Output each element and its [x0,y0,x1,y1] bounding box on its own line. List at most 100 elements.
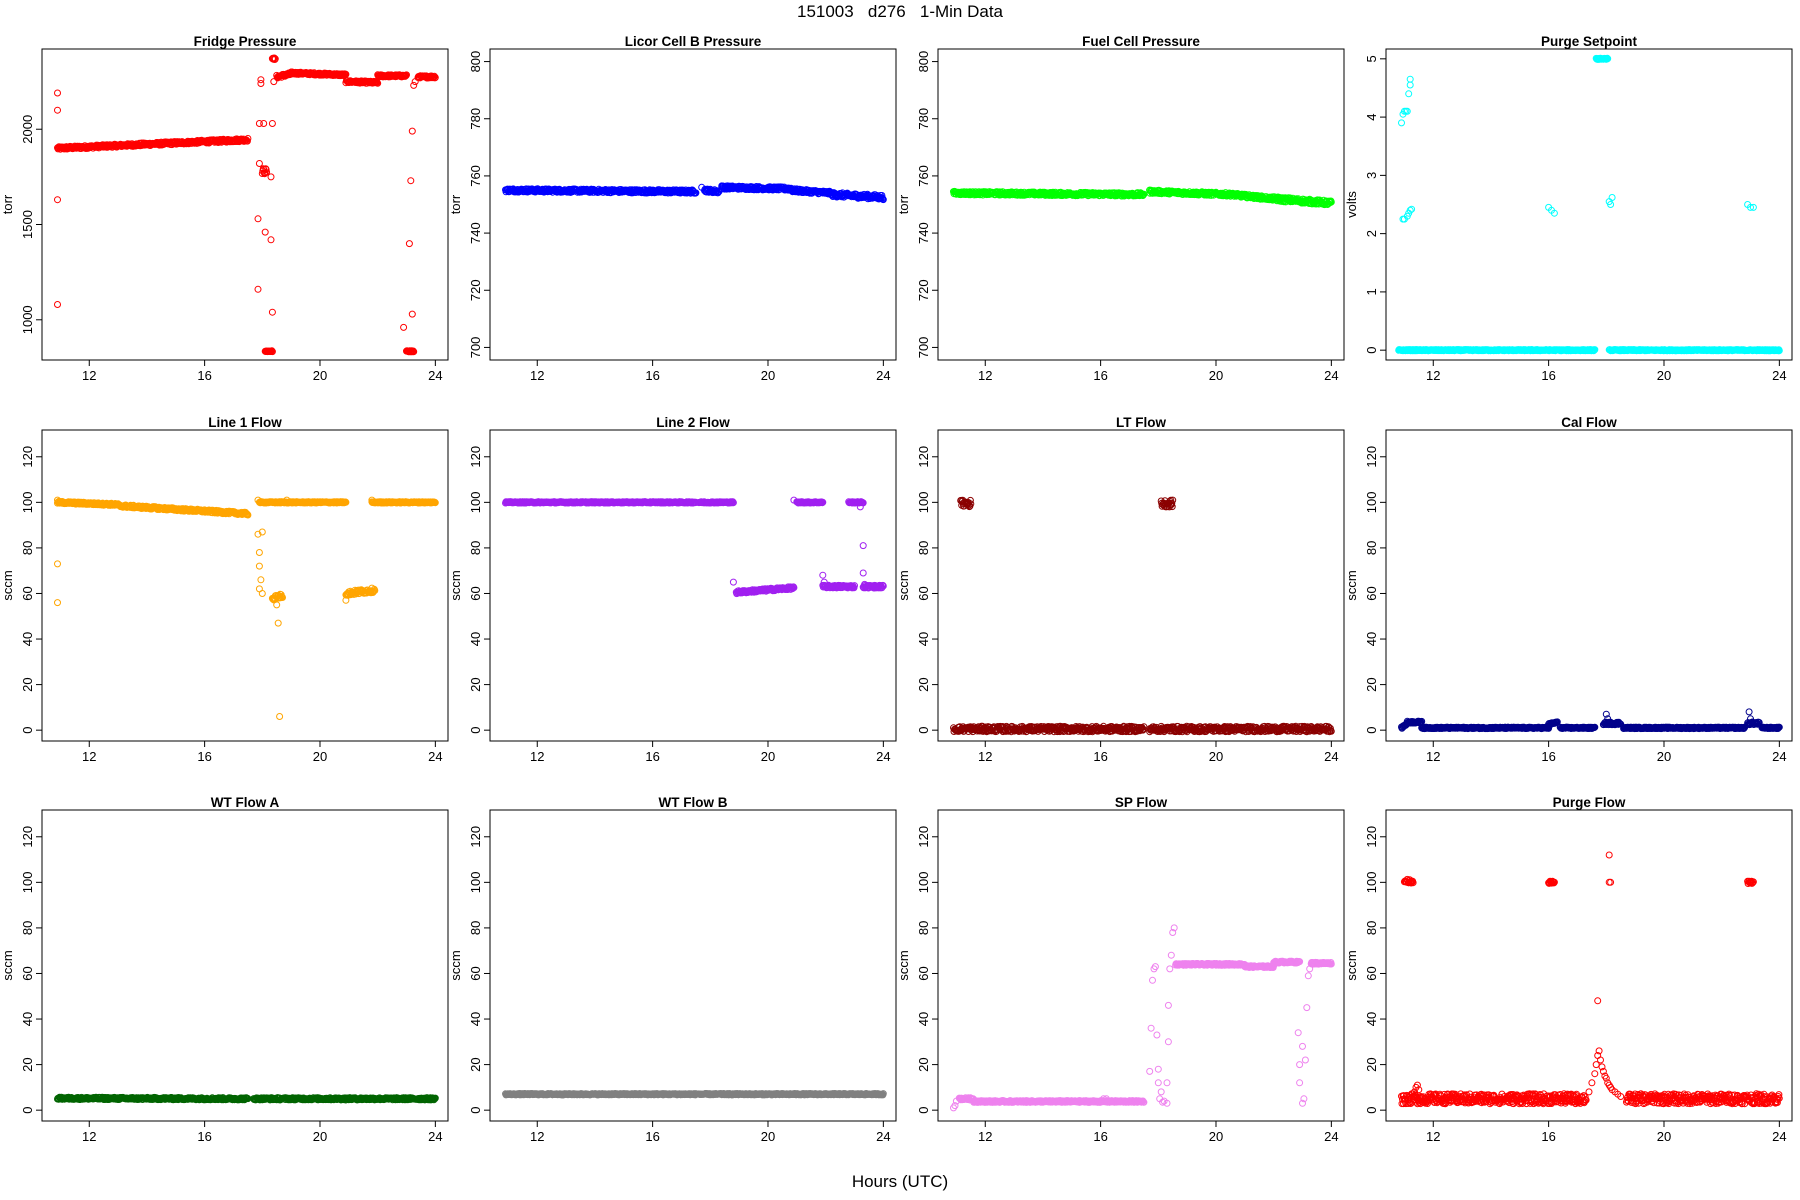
data-point [54,89,61,97]
data-point [374,79,382,87]
y-tick-label: 700 [468,337,483,359]
y-tick-label: 760 [468,165,483,187]
x-tick-label: 16 [1093,368,1107,383]
y-tick-label: 0 [916,727,931,734]
data-point [255,562,263,570]
data-point [410,81,418,89]
x-tick-label: 16 [1093,749,1107,764]
data-point [405,240,413,248]
x-tick-label: 24 [1772,368,1786,383]
panel-title: Purge Setpoint [1541,34,1638,49]
data-point [819,571,827,579]
data-point [431,74,439,81]
y-tick-label: 80 [468,541,483,555]
y-axis-label: torr [896,194,911,214]
plot-frame [489,48,897,361]
data-point [1406,81,1414,89]
x-tick-label: 16 [1541,368,1555,383]
x-tick-label: 12 [1426,368,1440,383]
y-axis-label: volts [1344,191,1359,218]
plot-frame [937,429,1345,742]
panel-title: Fuel Cell Pressure [1082,34,1200,49]
data-point [255,160,263,167]
y-axis-label: torr [448,194,463,214]
y-tick-label: 760 [916,165,931,187]
x-tick-label: 16 [645,368,659,383]
y-tick-label: 720 [468,279,483,301]
data-point [263,168,271,176]
data-point [54,106,61,114]
data-point [254,285,262,293]
x-tick-label: 12 [530,749,544,764]
y-tick-label: 4 [1364,113,1379,120]
x-tick-label: 24 [428,749,442,764]
y-axis-label: sccm [896,570,911,600]
data-points [502,182,887,204]
x-tick-label: 20 [1657,368,1671,383]
data-point [257,76,265,84]
data-point [400,323,408,331]
data-point [1398,119,1405,127]
data-point [408,127,416,135]
y-tick-label: 2 [1364,230,1379,237]
y-tick-label: 0 [20,727,35,734]
x-tick-label: 20 [313,749,327,764]
y-tick-label: 1 [1364,288,1379,295]
y-tick-label: 720 [916,279,931,301]
x-tick-label: 16 [197,749,211,764]
y-tick-label: 60 [468,586,483,600]
x-tick-label: 20 [761,749,775,764]
data-points [54,54,439,356]
y-tick-label: 40 [468,632,483,646]
y-tick-label: 60 [20,586,35,600]
plot-frame [1385,48,1793,361]
y-tick-label: 0 [468,727,483,734]
data-point [1405,90,1413,98]
x-tick-label: 24 [876,368,890,383]
y-tick-label: 120 [20,446,35,468]
x-tick-label: 16 [645,749,659,764]
data-point [54,599,61,607]
y-tick-label: 2000 [20,115,35,144]
x-tick-label: 16 [197,368,211,383]
data-point [1406,75,1414,83]
x-tick-label: 24 [1324,749,1338,764]
y-tick-label: 20 [468,677,483,691]
data-point [270,78,278,86]
y-axis-label: sccm [448,570,463,600]
data-point [54,196,61,204]
data-point [262,166,270,173]
y-tick-label: 780 [916,108,931,130]
data-point [260,120,268,127]
panel-title: Line 2 Flow [656,415,730,430]
x-tick-label: 20 [1209,368,1223,383]
y-axis-label: sccm [0,570,15,600]
y-tick-label: 1500 [20,210,35,239]
x-tick-label: 12 [978,749,992,764]
y-tick-label: 740 [916,222,931,244]
y-tick-label: 40 [916,632,931,646]
data-point [859,542,867,550]
y-tick-label: 800 [916,51,931,73]
x-tick-label: 12 [530,368,544,383]
x-tick-label: 24 [1324,368,1338,383]
x-tick-label: 24 [876,749,890,764]
plot-frame [41,48,449,361]
y-tick-label: 1000 [20,305,35,334]
y-tick-label: 800 [468,51,483,73]
data-point [257,576,265,584]
x-tick-label: 12 [82,749,96,764]
x-tick-label: 12 [82,368,96,383]
data-points [1395,54,1783,355]
data-points [950,186,1335,209]
x-tick-label: 20 [1209,749,1223,764]
data-point [408,310,416,318]
y-tick-label: 120 [468,446,483,468]
y-tick-label: 20 [20,677,35,691]
x-tick-label: 20 [761,368,775,383]
